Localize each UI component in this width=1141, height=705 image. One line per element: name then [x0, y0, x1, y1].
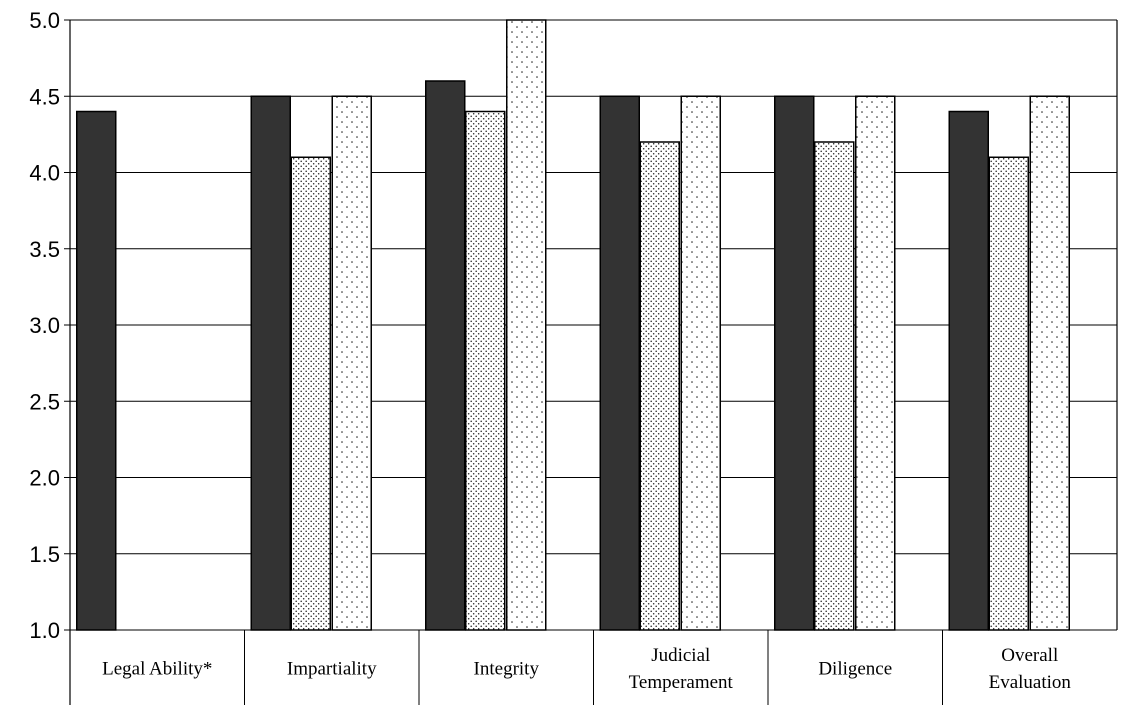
y-tick-label: 2.5 — [29, 389, 60, 414]
bar-series-1 — [599, 95, 640, 631]
gridlines — [64, 19, 1117, 631]
bar-series-3 — [680, 95, 721, 631]
bar-series-2 — [465, 110, 506, 631]
x-category-label: Integrity — [474, 659, 540, 680]
y-tick-label: 4.5 — [29, 84, 60, 109]
bar-series-2 — [988, 156, 1029, 631]
x-category-label: Evaluation — [989, 672, 1072, 693]
y-tick-label: 1.0 — [29, 618, 60, 643]
bar-series-2 — [290, 156, 331, 631]
x-category-label: Impartiality — [287, 659, 377, 680]
y-tick-label: 2.0 — [29, 466, 60, 491]
y-tick-label: 5.0 — [29, 8, 60, 33]
bar-series-1 — [774, 95, 815, 631]
bar-series-1 — [425, 80, 466, 631]
x-axis-categories: Legal Ability* Impartiality Integrity Judic… — [102, 645, 1071, 693]
x-category-label: Judicial — [651, 645, 710, 666]
y-tick-label: 4.0 — [29, 161, 60, 186]
bars — [76, 19, 1070, 631]
x-category-label: Temperament — [629, 672, 734, 693]
bar-series-2 — [639, 141, 680, 631]
y-tick-label: 3.5 — [29, 237, 60, 262]
bar-series-3 — [331, 95, 372, 631]
x-category-label: Legal Ability* — [102, 659, 212, 680]
y-axis-ticks: 1.0 1.5 2.0 2.5 3.0 3.5 4.0 4.5 5.0 — [29, 8, 60, 643]
bar-series-1 — [948, 110, 989, 631]
x-category-label: Diligence — [818, 659, 892, 680]
bar-series-1 — [250, 95, 291, 631]
y-tick-label: 3.0 — [29, 313, 60, 338]
x-category-label: Overall — [1001, 645, 1058, 666]
bar-series-3 — [506, 19, 547, 631]
bar-series-3 — [855, 95, 896, 631]
bar-series-3 — [1029, 95, 1070, 631]
y-tick-label: 1.5 — [29, 542, 60, 567]
bar-series-2 — [814, 141, 855, 631]
bar-series-1 — [76, 110, 117, 631]
plot-frame — [69, 20, 1118, 705]
